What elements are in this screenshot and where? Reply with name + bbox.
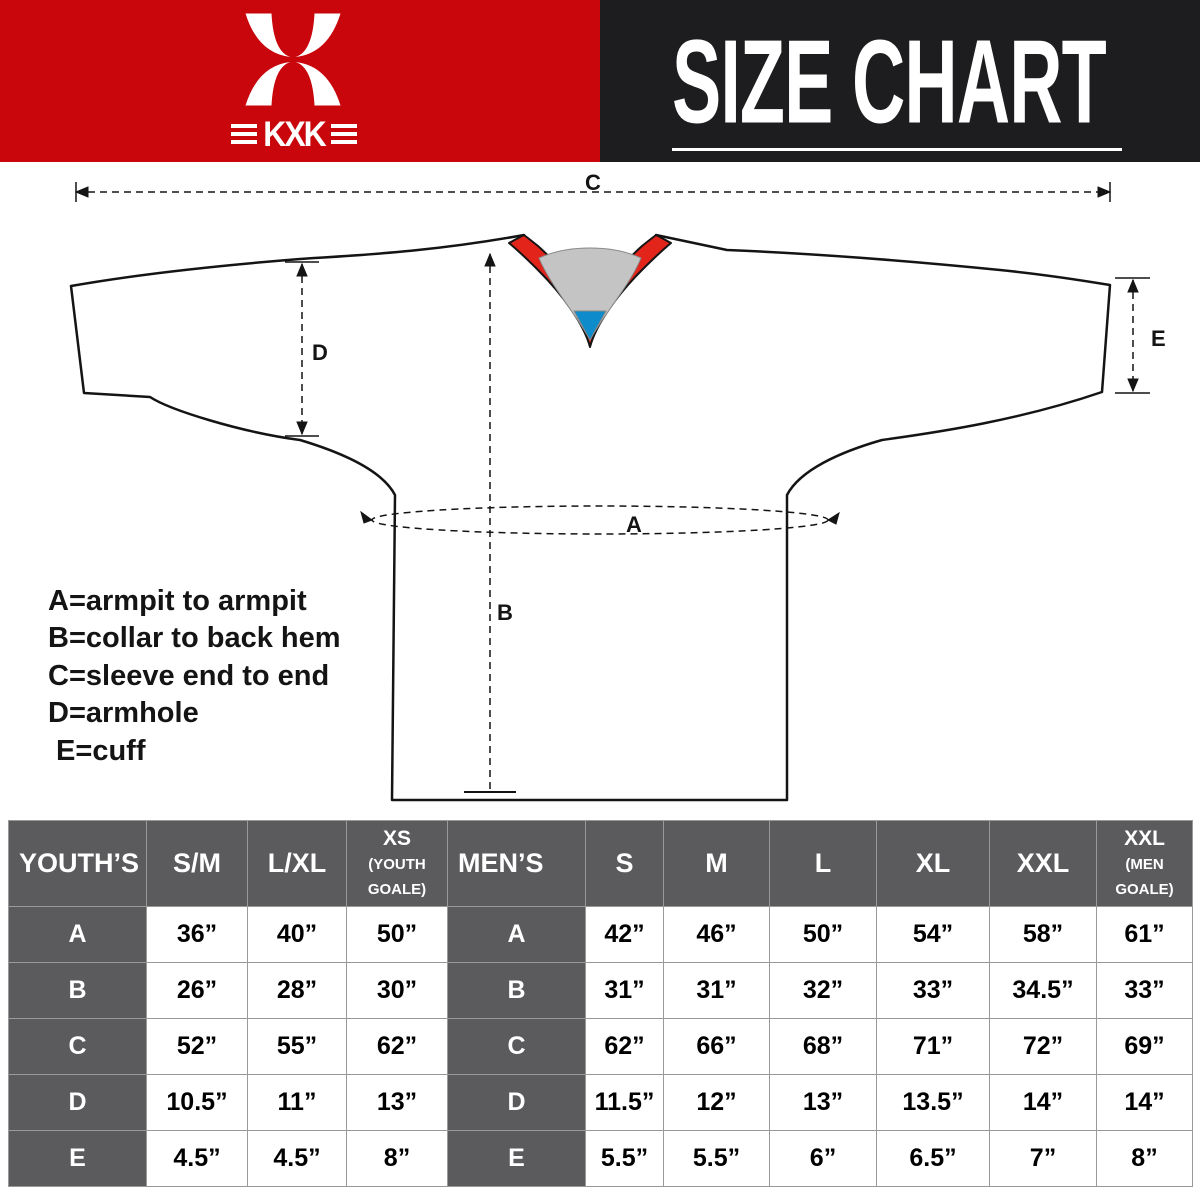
svg-text:A: A <box>626 512 642 537</box>
svg-text:B: B <box>497 600 513 625</box>
svg-text:D: D <box>312 340 328 365</box>
svg-text:C: C <box>585 170 601 195</box>
svg-text:E: E <box>1151 326 1166 351</box>
